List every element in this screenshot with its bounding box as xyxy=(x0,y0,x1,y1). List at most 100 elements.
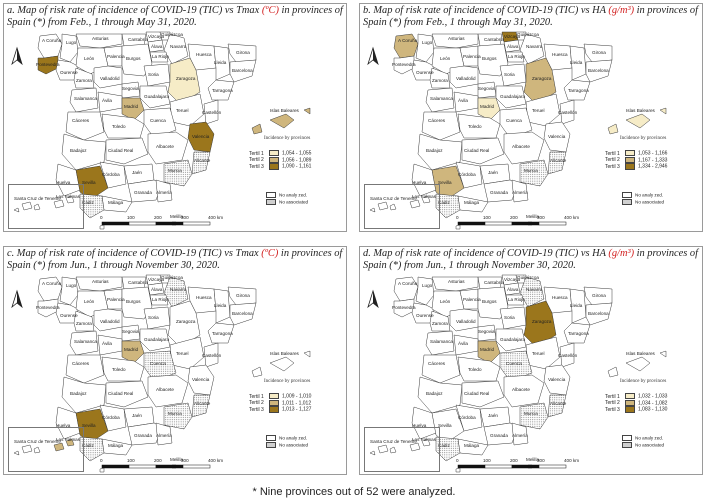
province-badajoz xyxy=(417,133,463,171)
province-label: Granada xyxy=(134,190,152,195)
province-label: Huelva xyxy=(56,423,71,428)
province-label: Navarra xyxy=(526,287,543,292)
province-label: Cuenca xyxy=(150,361,166,366)
legend-tertile-label: Tertil 2 xyxy=(605,400,620,407)
province-label: Segovia xyxy=(478,86,495,91)
province-alicante xyxy=(547,151,567,175)
province-label: Lleida xyxy=(570,303,583,308)
province-label: A Coruña xyxy=(398,38,418,43)
province-label: La Rioja xyxy=(508,297,525,302)
province-label: Toledo xyxy=(112,124,126,129)
province-salamanca xyxy=(425,87,455,113)
north-arrow-fill-icon xyxy=(373,291,378,307)
map-panel-c: A Coruña Lugo Asturias Cantabria Vizcaya Guip… xyxy=(3,246,347,475)
province-label: Tarragona xyxy=(568,88,589,93)
province-label: Ceuta xyxy=(458,230,471,232)
province-label: Zaragoza xyxy=(176,319,196,324)
province-label: Soria xyxy=(504,72,515,77)
scale-bar: 0 100 200 300 400 km xyxy=(456,215,579,226)
province-label: Asturias xyxy=(92,36,109,41)
scale-label: 0 xyxy=(100,215,103,220)
map-panel-d: A Coruña Lugo Asturias Cantabria Vizcaya Guip… xyxy=(359,246,703,475)
province-label: Ciudad Real xyxy=(464,148,489,153)
province-badajoz xyxy=(417,376,463,414)
province-label: Navarra xyxy=(526,44,543,49)
province-ciudad-real xyxy=(105,380,149,408)
province-label: Guipúzcoa xyxy=(517,275,539,280)
legend-no-associated: No associated xyxy=(635,199,665,205)
province-label: Huelva xyxy=(56,180,71,185)
panel-title: d. Map of risk rate of incidence of COVI… xyxy=(363,248,699,272)
province-navarra xyxy=(163,276,189,308)
province-label: Castellón xyxy=(558,110,578,115)
province-label: Ourense xyxy=(60,70,78,75)
legend-tertile-label: Tertil 3 xyxy=(605,163,620,170)
province-badajoz xyxy=(61,376,107,414)
province-label: Melilla xyxy=(170,214,183,219)
province-huesca xyxy=(543,43,573,71)
province-label: Huesca xyxy=(552,52,568,57)
legend-tertile-label: Tertil 3 xyxy=(605,406,620,413)
province-label: Girona xyxy=(236,293,250,298)
legend-tertile-label: Tertil 3 xyxy=(249,163,264,170)
province-label: Melilla xyxy=(526,214,539,219)
canary-label: Santa Cruz de Tenerife xyxy=(370,439,417,444)
province-label: Sevilla xyxy=(438,180,452,185)
province-label: Badajoz xyxy=(70,148,87,153)
province-la-rioja xyxy=(505,51,525,63)
province-label: Melilla xyxy=(170,457,183,462)
province-asturias xyxy=(75,33,123,49)
province-label: Sevilla xyxy=(438,423,452,428)
legend-swatch xyxy=(625,406,635,413)
province-label: Alicante xyxy=(550,158,567,163)
footnote: * Nine provinces out of 52 were analyzed… xyxy=(252,486,456,498)
province-label: Vizcaya xyxy=(148,34,164,39)
province-murcia xyxy=(519,159,549,187)
province-label: Albacete xyxy=(156,387,174,392)
province-label: Ourense xyxy=(416,313,434,318)
province-label: Jaén xyxy=(132,413,142,418)
province-badajoz xyxy=(61,133,107,171)
province-label: Córdoba xyxy=(102,415,120,420)
province-islas-baleares xyxy=(251,107,311,135)
province-la-rioja xyxy=(505,294,525,306)
province-label: Barcelona xyxy=(232,68,253,73)
province-label: Lugo xyxy=(66,283,77,288)
province-santa-cruz-de-tenerife xyxy=(369,201,397,213)
province-castellón xyxy=(559,99,575,125)
province-tarragona xyxy=(563,322,591,344)
province-guadalajara xyxy=(139,328,171,352)
scale-label: 100 xyxy=(483,458,491,463)
map-panel-b: A Coruña Lugo Asturias Cantabria Vizcaya Guip… xyxy=(359,3,703,232)
panel-title: a. Map of risk rate of incidence of COVI… xyxy=(7,5,343,29)
legend-range: 1,053 - 1,166 xyxy=(638,150,668,157)
province-cáceres xyxy=(421,111,461,141)
province-label: Huelva xyxy=(412,180,427,185)
province-label: Zaragoza xyxy=(532,319,552,324)
province-label: Asturias xyxy=(448,36,465,41)
province-label: Segovia xyxy=(122,86,139,91)
legend-row: Tertil 1 1,032 - 1,033 xyxy=(605,393,667,400)
province-ceuta xyxy=(455,224,461,230)
province-madrid xyxy=(477,340,501,364)
province-asturias xyxy=(75,276,123,292)
province-lugo xyxy=(415,276,435,306)
legend-swatch-no-analyzed xyxy=(622,435,632,442)
province-label: Valencia xyxy=(548,134,566,139)
province-cádiz xyxy=(79,193,105,219)
province-label: Jaén xyxy=(488,170,498,175)
province-label: Zamora xyxy=(76,78,92,83)
scale-bar: 0 100 200 300 400 km xyxy=(456,458,579,469)
province-huesca xyxy=(187,286,217,314)
legend-no-associated: No associated xyxy=(635,442,665,448)
province-label: Toledo xyxy=(468,124,482,129)
legend-row: Tertil 2 1,167 - 1,333 xyxy=(605,156,667,164)
province-label: León xyxy=(440,56,451,61)
province-label: Ávila xyxy=(458,340,468,346)
province-lleida xyxy=(213,45,231,81)
province-label: Ceuta xyxy=(102,230,115,232)
province-label: Lugo xyxy=(422,283,433,288)
province-salamanca xyxy=(425,330,455,356)
province-label: Álava xyxy=(507,286,519,292)
legend-swatch xyxy=(269,156,279,163)
